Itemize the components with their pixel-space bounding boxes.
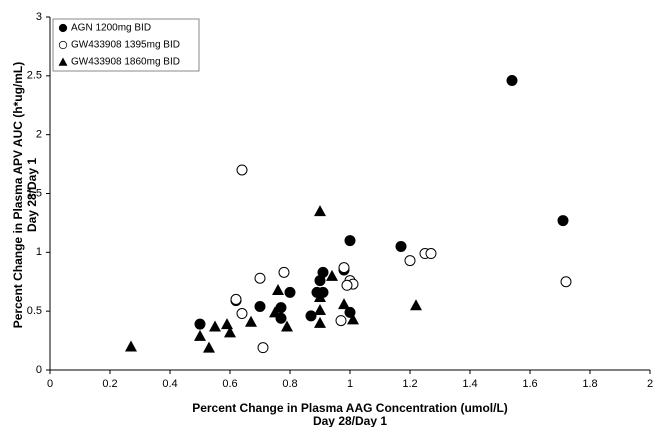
open-circle-marker: [254, 272, 266, 284]
triangle-marker: [269, 306, 281, 318]
triangle-marker: [58, 57, 68, 66]
open-circle-marker: [230, 293, 242, 305]
open-circle-marker: [425, 248, 437, 260]
y-tick-label: 2.5: [27, 70, 42, 82]
x-tick-label: 1.4: [462, 378, 477, 390]
filled-circle-marker: [506, 75, 518, 87]
triangle-marker: [314, 316, 326, 328]
triangle-marker: [194, 329, 206, 341]
y-tick-label: 1.5: [27, 187, 42, 199]
filled-circle-marker: [58, 23, 68, 33]
y-axis-label: Day 28/Day 1: [25, 158, 39, 232]
legend-label: GW433908 1860mg BID: [71, 57, 180, 68]
open-circle-marker: [341, 279, 353, 291]
y-axis-label: Percent Change in Plasma APV AUC (h*ug/m…: [11, 62, 25, 329]
filled-circle-marker: [254, 300, 266, 312]
x-tick-label: 0.6: [222, 378, 237, 390]
triangle-marker: [314, 291, 326, 303]
filled-circle-marker: [344, 235, 356, 247]
x-axis-label: Day 28/Day 1: [313, 414, 387, 427]
triangle-marker: [314, 205, 326, 217]
open-circle-marker: [335, 315, 347, 327]
triangle-marker: [326, 269, 338, 281]
x-tick-label: 1.6: [522, 378, 537, 390]
filled-circle-marker: [275, 302, 287, 314]
legend-box: [52, 18, 200, 72]
x-tick-label: 1: [347, 378, 353, 390]
x-tick-label: 0.2: [102, 378, 117, 390]
open-circle-marker: [236, 164, 248, 176]
x-axis-label: Percent Change in Plasma AAG Concentrati…: [192, 401, 508, 415]
triangle-marker: [347, 313, 359, 325]
y-tick-label: 2: [36, 129, 42, 141]
triangle-marker: [209, 320, 221, 332]
filled-circle-marker: [305, 310, 317, 322]
triangle-marker: [338, 298, 350, 310]
filled-circle-marker: [395, 240, 407, 252]
y-tick-label: 0: [36, 364, 42, 376]
filled-circle-marker: [314, 275, 326, 287]
triangle-marker: [221, 318, 233, 330]
triangle-marker: [245, 315, 257, 327]
x-tick-label: 0.4: [162, 378, 177, 390]
x-tick-label: 1.2: [402, 378, 417, 390]
x-tick-label: 0: [47, 378, 53, 390]
legend-label: GW433908 1395mg BID: [71, 40, 180, 51]
filled-circle-marker: [557, 215, 569, 227]
triangle-marker: [281, 320, 293, 332]
x-tick-label: 1.8: [582, 378, 597, 390]
y-tick-label: 3: [36, 11, 42, 23]
open-circle-marker: [236, 308, 248, 320]
x-tick-label: 2: [647, 378, 653, 390]
legend-label: AGN 1200mg BID: [71, 23, 151, 34]
triangle-marker: [224, 326, 236, 338]
open-circle-marker: [404, 255, 416, 267]
open-circle-marker: [278, 266, 290, 278]
open-circle-marker: [257, 342, 269, 354]
open-circle-marker: [338, 262, 350, 274]
triangle-marker: [125, 340, 137, 352]
triangle-marker: [314, 303, 326, 315]
open-circle-marker: [58, 40, 68, 50]
x-tick-label: 0.8: [282, 378, 297, 390]
filled-circle-marker: [284, 286, 296, 298]
open-circle-marker: [560, 276, 572, 288]
filled-circle-marker: [194, 318, 206, 330]
triangle-marker: [272, 283, 284, 295]
triangle-marker: [203, 341, 215, 353]
triangle-marker: [410, 299, 422, 311]
y-tick-label: 1: [36, 246, 42, 258]
y-tick-label: 0.5: [27, 305, 42, 317]
